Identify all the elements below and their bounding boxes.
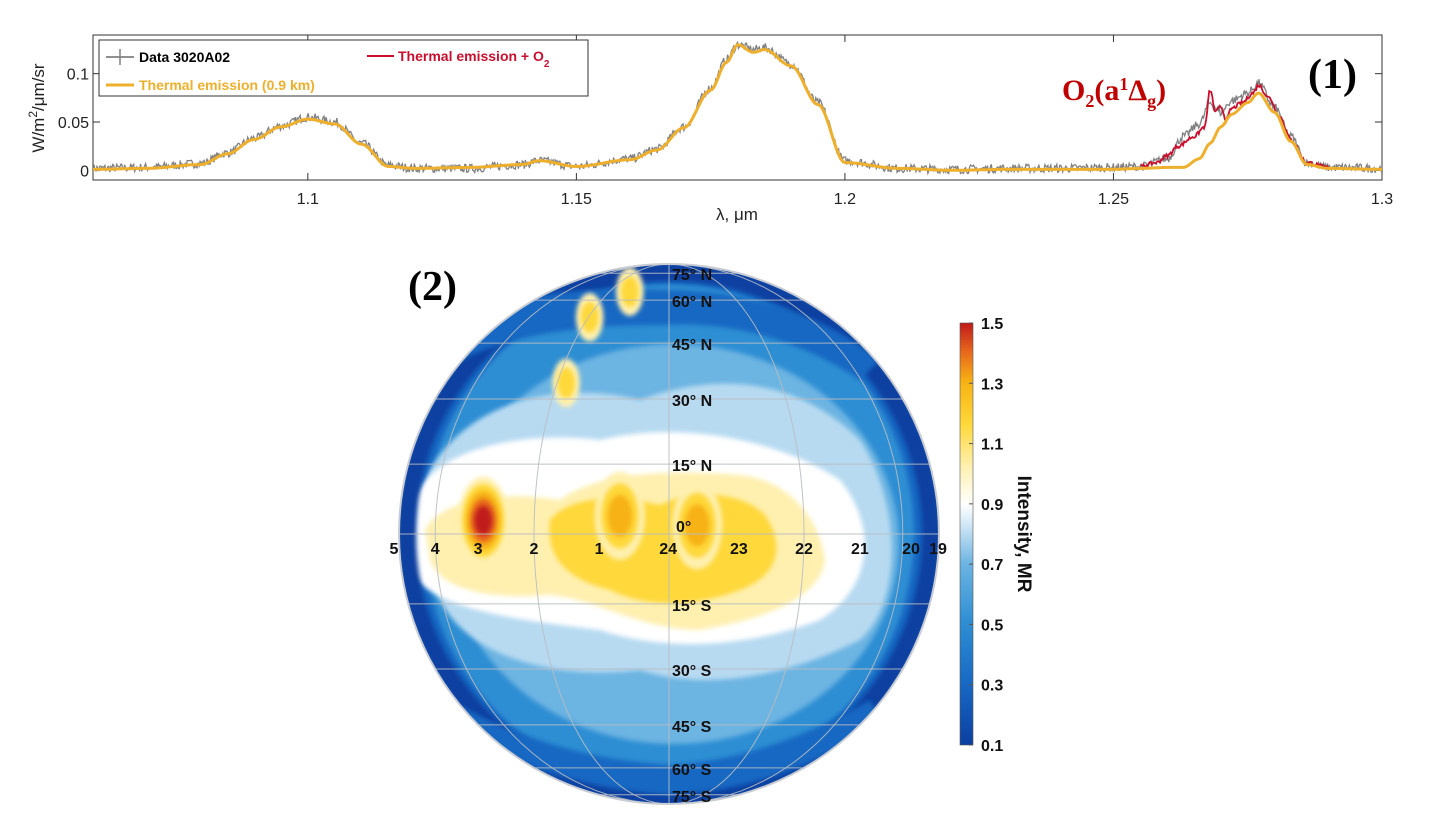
o2-annotation-open: (a (1094, 74, 1119, 107)
latitude-label: 75° S (672, 789, 712, 806)
colorbar-gradient (959, 322, 974, 746)
spectrum-lines (93, 40, 1382, 176)
x-axis-label: λ, μm (716, 205, 758, 224)
colorbar-tick-label: 1.5 (981, 316, 1003, 333)
colorbar-tick-label: 0.9 (981, 497, 1003, 514)
local-time-label: 2 (530, 541, 539, 558)
colorbar-tick-label: 0.1 (981, 738, 1003, 755)
x-axis-ticks: 1.1 1.15 1.2 1.25 1.3 (297, 35, 1393, 208)
colorbar-tick-label: 0.5 (981, 617, 1003, 634)
x-tick-label: 1.1 (297, 191, 319, 208)
local-time-label: 3 (474, 541, 483, 558)
local-time-label: 22 (795, 541, 813, 558)
graticule (399, 264, 939, 804)
colorbar-tick-label: 0.3 (981, 678, 1003, 695)
latitude-label: 60° N (672, 294, 712, 311)
series-thermal-emission (93, 43, 1382, 172)
meridian-line (668, 264, 904, 804)
o2-annotation-sup: 1 (1119, 74, 1128, 94)
local-time-label: 5 (390, 541, 399, 558)
hotspot-north-spot-c (557, 367, 576, 399)
contour-south-high (430, 700, 880, 795)
colorbar-tick-label: 1.1 (981, 437, 1003, 454)
globe-outline (398, 263, 940, 805)
hotspot-north-spot-b (620, 276, 639, 308)
latitude-label: 30° N (672, 393, 712, 410)
local-time-label: 19 (929, 541, 947, 558)
latitude-label: 45° S (672, 719, 712, 736)
legend-box (98, 39, 589, 97)
contour-north-high (420, 289, 880, 380)
colorbar-tick-label: 1.3 (981, 376, 1003, 393)
colorbar-tick-label: 0.7 (981, 557, 1003, 574)
y-axis-label-pre: W/m (29, 118, 48, 153)
spectrum-panel: 1.1 1.15 1.2 1.25 1.3 00.050.1 λ, μm W/m2/μm… (26, 34, 1393, 224)
o2-annotation-delta: Δ (1128, 74, 1147, 107)
colorbar-label: Intensity, MR (1013, 476, 1034, 593)
o2-annotation-close: ) (1156, 74, 1166, 107)
o2-annotation-o: O (1062, 74, 1085, 107)
local-time-label: 21 (851, 541, 869, 558)
x-tick-label: 1.3 (1371, 191, 1393, 208)
legend-item-thermal: Thermal emission (0.9 km) (106, 77, 315, 93)
panel-label-2: (2) (408, 264, 457, 310)
x-tick-label: 1.2 (834, 191, 856, 208)
globe-map (399, 264, 939, 804)
local-time-label: 4 (431, 541, 440, 558)
y-tick-label: 0.1 (67, 67, 89, 84)
y-axis-label: W/m2/μm/sr (26, 63, 48, 153)
latitude-label: 45° N (672, 337, 712, 354)
y-axis-label-post: /μm/sr (29, 63, 48, 111)
panel-label-1: (1) (1308, 52, 1357, 98)
meridian-line (533, 264, 670, 804)
legend-label-thermal-o2: Thermal emission + O2 (398, 48, 550, 70)
local-time-label: 1 (595, 541, 604, 558)
globe-labels: 75° N 60° N 45° N 30° N 15° N 0° 15° S 30° S 45°… (390, 267, 947, 806)
colorbar-ticks: 0.1 0.3 0.5 0.7 0.9 1.1 1.3 1.5 (969, 316, 1003, 755)
y-axis-label-sup: 2 (26, 111, 40, 118)
local-time-label: 20 (902, 541, 920, 558)
o2-annotation: O2(a1Δg) (1062, 74, 1166, 111)
hotspot-peak-1h (607, 494, 633, 538)
globe-panel: 75° N 60° N 45° N 30° N 15° N 0° 15° S 30° S 45°… (390, 263, 1034, 806)
latitude-label: 30° S (672, 663, 712, 680)
legend-item-data: Data 3020A02 (106, 49, 230, 65)
hotspot-peak-3h (474, 505, 493, 536)
meridian-line (434, 264, 670, 804)
meridian-line (668, 264, 805, 804)
local-time-label: 23 (730, 541, 748, 558)
legend-label-thermal-o2-main: Thermal emission + O (398, 48, 544, 64)
latitude-label: 60° S (672, 762, 712, 779)
latitude-label: 0° (676, 519, 691, 536)
intensity-contours (399, 264, 939, 804)
y-tick-label: 0.05 (58, 115, 89, 132)
x-tick-label: 1.25 (1098, 191, 1129, 208)
legend-label-thermal: Thermal emission (0.9 km) (139, 77, 315, 93)
y-tick-label: 0 (80, 163, 89, 180)
colorbar: 0.1 0.3 0.5 0.7 0.9 1.1 1.3 1.5 Intensity, MR (959, 316, 1034, 755)
local-time-label: 24 (659, 541, 677, 558)
latitude-label: 15° N (672, 458, 712, 475)
legend-label-thermal-o2-sub: 2 (544, 59, 550, 70)
legend-label-data: Data 3020A02 (139, 49, 230, 65)
o2-annotation-sub2: g (1147, 91, 1156, 111)
o2-annotation-sub1: 2 (1085, 91, 1094, 111)
latitude-label: 15° S (672, 598, 712, 615)
latitude-label: 75° N (672, 267, 712, 284)
legend-item-thermal-o2: Thermal emission + O2 (367, 48, 550, 70)
hotspot-peak-23h (684, 504, 710, 547)
x-tick-label: 1.15 (561, 191, 592, 208)
legend: Data 3020A02 Thermal emission (0.9 km) T… (98, 39, 589, 97)
